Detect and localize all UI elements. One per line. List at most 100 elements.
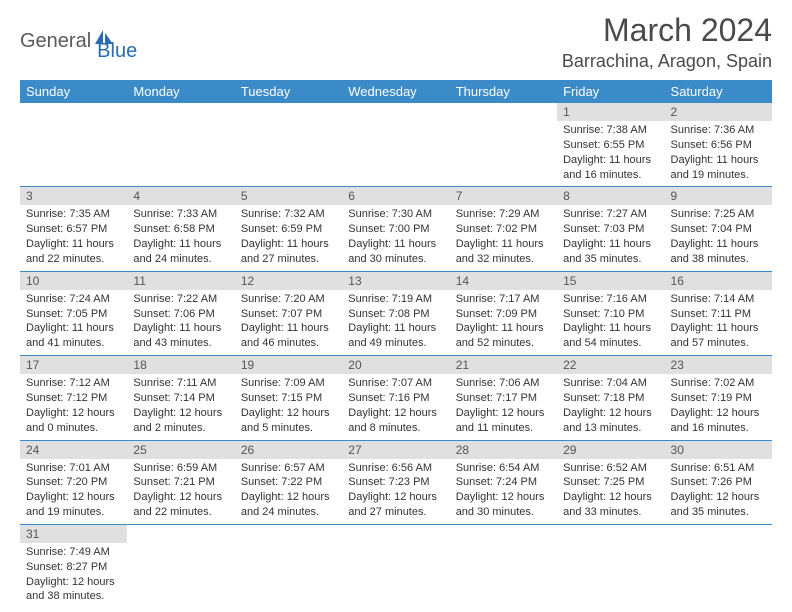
logo-text-blue: Blue bbox=[97, 40, 137, 63]
daylight-line: Daylight: 11 hours and 46 minutes. bbox=[241, 321, 336, 351]
day-details: Sunrise: 6:57 AMSunset: 7:22 PMDaylight:… bbox=[235, 459, 342, 524]
day-details: Sunrise: 7:35 AMSunset: 6:57 PMDaylight:… bbox=[20, 205, 127, 270]
sunrise-line: Sunrise: 7:19 AM bbox=[348, 292, 443, 307]
day-details: Sunrise: 7:29 AMSunset: 7:02 PMDaylight:… bbox=[450, 205, 557, 270]
calendar-cell: 26Sunrise: 6:57 AMSunset: 7:22 PMDayligh… bbox=[235, 440, 342, 524]
daylight-line: Daylight: 11 hours and 57 minutes. bbox=[671, 321, 766, 351]
weekday-header: Wednesday bbox=[342, 80, 449, 103]
daylight-line: Daylight: 11 hours and 19 minutes. bbox=[671, 153, 766, 183]
day-details: Sunrise: 7:25 AMSunset: 7:04 PMDaylight:… bbox=[665, 205, 772, 270]
daylight-line: Daylight: 11 hours and 16 minutes. bbox=[563, 153, 658, 183]
calendar-cell bbox=[235, 524, 342, 608]
calendar-cell: 28Sunrise: 6:54 AMSunset: 7:24 PMDayligh… bbox=[450, 440, 557, 524]
calendar-cell bbox=[342, 103, 449, 187]
day-details: Sunrise: 7:20 AMSunset: 7:07 PMDaylight:… bbox=[235, 290, 342, 355]
sunset-line: Sunset: 7:17 PM bbox=[456, 391, 551, 406]
calendar-cell: 5 Sunrise: 7:32 AMSunset: 6:59 PMDaylight… bbox=[235, 187, 342, 271]
sunset-line: Sunset: 7:06 PM bbox=[133, 307, 228, 322]
sunset-line: Sunset: 7:10 PM bbox=[563, 307, 658, 322]
daylight-line: Daylight: 11 hours and 24 minutes. bbox=[133, 237, 228, 267]
sunrise-line: Sunrise: 7:35 AM bbox=[26, 207, 121, 222]
daylight-line: Daylight: 12 hours and 22 minutes. bbox=[133, 490, 228, 520]
day-details: Sunrise: 7:12 AMSunset: 7:12 PMDaylight:… bbox=[20, 374, 127, 439]
day-details: Sunrise: 7:49 AMSunset: 8:27 PMDaylight:… bbox=[20, 543, 127, 608]
sunset-line: Sunset: 8:27 PM bbox=[26, 560, 121, 575]
calendar-cell: 13Sunrise: 7:19 AMSunset: 7:08 PMDayligh… bbox=[342, 271, 449, 355]
day-details: Sunrise: 7:07 AMSunset: 7:16 PMDaylight:… bbox=[342, 374, 449, 439]
sunset-line: Sunset: 7:04 PM bbox=[671, 222, 766, 237]
daylight-line: Daylight: 12 hours and 0 minutes. bbox=[26, 406, 121, 436]
calendar-cell: 3Sunrise: 7:35 AMSunset: 6:57 PMDaylight… bbox=[20, 187, 127, 271]
day-number: 5 bbox=[235, 187, 342, 205]
daylight-line: Daylight: 11 hours and 43 minutes. bbox=[133, 321, 228, 351]
sunrise-line: Sunrise: 7:09 AM bbox=[241, 376, 336, 391]
month-title: March 2024 bbox=[562, 12, 772, 49]
sunrise-line: Sunrise: 7:06 AM bbox=[456, 376, 551, 391]
day-number: 10 bbox=[20, 272, 127, 290]
day-details: Sunrise: 6:51 AMSunset: 7:26 PMDaylight:… bbox=[665, 459, 772, 524]
daylight-line: Daylight: 11 hours and 35 minutes. bbox=[563, 237, 658, 267]
sunset-line: Sunset: 7:12 PM bbox=[26, 391, 121, 406]
sunset-line: Sunset: 6:59 PM bbox=[241, 222, 336, 237]
day-number: 11 bbox=[127, 272, 234, 290]
day-details: Sunrise: 7:16 AMSunset: 7:10 PMDaylight:… bbox=[557, 290, 664, 355]
day-number: 16 bbox=[665, 272, 772, 290]
day-number: 1 bbox=[557, 103, 664, 121]
calendar-cell: 20Sunrise: 7:07 AMSunset: 7:16 PMDayligh… bbox=[342, 356, 449, 440]
calendar-week-row: 31Sunrise: 7:49 AMSunset: 8:27 PMDayligh… bbox=[20, 524, 772, 608]
day-details: Sunrise: 6:52 AMSunset: 7:25 PMDaylight:… bbox=[557, 459, 664, 524]
day-details: Sunrise: 7:27 AMSunset: 7:03 PMDaylight:… bbox=[557, 205, 664, 270]
weekday-header: Saturday bbox=[665, 80, 772, 103]
day-number: 22 bbox=[557, 356, 664, 374]
weekday-header: Sunday bbox=[20, 80, 127, 103]
sunrise-line: Sunrise: 7:32 AM bbox=[241, 207, 336, 222]
sunrise-line: Sunrise: 7:16 AM bbox=[563, 292, 658, 307]
calendar-cell: 9Sunrise: 7:25 AMSunset: 7:04 PMDaylight… bbox=[665, 187, 772, 271]
calendar-cell: 7Sunrise: 7:29 AMSunset: 7:02 PMDaylight… bbox=[450, 187, 557, 271]
sunrise-line: Sunrise: 6:52 AM bbox=[563, 461, 658, 476]
day-number: 15 bbox=[557, 272, 664, 290]
calendar-week-row: 24Sunrise: 7:01 AMSunset: 7:20 PMDayligh… bbox=[20, 440, 772, 524]
weekday-header-row: SundayMondayTuesdayWednesdayThursdayFrid… bbox=[20, 80, 772, 103]
daylight-line: Daylight: 12 hours and 5 minutes. bbox=[241, 406, 336, 436]
sunset-line: Sunset: 7:23 PM bbox=[348, 475, 443, 490]
location-label: Barrachina, Aragon, Spain bbox=[562, 51, 772, 72]
day-number: 24 bbox=[20, 441, 127, 459]
sunrise-line: Sunrise: 6:51 AM bbox=[671, 461, 766, 476]
calendar-cell: 2Sunrise: 7:36 AMSunset: 6:56 PMDaylight… bbox=[665, 103, 772, 187]
calendar-cell: 11Sunrise: 7:22 AMSunset: 7:06 PMDayligh… bbox=[127, 271, 234, 355]
sunset-line: Sunset: 7:15 PM bbox=[241, 391, 336, 406]
title-block: March 2024 Barrachina, Aragon, Spain bbox=[562, 12, 772, 72]
daylight-line: Daylight: 12 hours and 8 minutes. bbox=[348, 406, 443, 436]
calendar-cell: 27Sunrise: 6:56 AMSunset: 7:23 PMDayligh… bbox=[342, 440, 449, 524]
sunrise-line: Sunrise: 7:25 AM bbox=[671, 207, 766, 222]
day-number: 7 bbox=[450, 187, 557, 205]
daylight-line: Daylight: 11 hours and 49 minutes. bbox=[348, 321, 443, 351]
daylight-line: Daylight: 11 hours and 54 minutes. bbox=[563, 321, 658, 351]
sunset-line: Sunset: 6:58 PM bbox=[133, 222, 228, 237]
logo: General Blue bbox=[20, 20, 137, 63]
day-number: 18 bbox=[127, 356, 234, 374]
calendar-body: 1Sunrise: 7:38 AMSunset: 6:55 PMDaylight… bbox=[20, 103, 772, 608]
sunrise-line: Sunrise: 7:11 AM bbox=[133, 376, 228, 391]
calendar-cell bbox=[665, 524, 772, 608]
day-details: Sunrise: 7:38 AMSunset: 6:55 PMDaylight:… bbox=[557, 121, 664, 186]
daylight-line: Daylight: 12 hours and 24 minutes. bbox=[241, 490, 336, 520]
sunrise-line: Sunrise: 7:02 AM bbox=[671, 376, 766, 391]
calendar-cell: 24Sunrise: 7:01 AMSunset: 7:20 PMDayligh… bbox=[20, 440, 127, 524]
daylight-line: Daylight: 11 hours and 27 minutes. bbox=[241, 237, 336, 267]
calendar-cell bbox=[127, 103, 234, 187]
calendar-cell: 15Sunrise: 7:16 AMSunset: 7:10 PMDayligh… bbox=[557, 271, 664, 355]
daylight-line: Daylight: 12 hours and 30 minutes. bbox=[456, 490, 551, 520]
calendar-cell: 16Sunrise: 7:14 AMSunset: 7:11 PMDayligh… bbox=[665, 271, 772, 355]
calendar-cell bbox=[450, 524, 557, 608]
sunset-line: Sunset: 7:05 PM bbox=[26, 307, 121, 322]
sunrise-line: Sunrise: 7:49 AM bbox=[26, 545, 121, 560]
day-details: Sunrise: 7:01 AMSunset: 7:20 PMDaylight:… bbox=[20, 459, 127, 524]
calendar-cell: 18Sunrise: 7:11 AMSunset: 7:14 PMDayligh… bbox=[127, 356, 234, 440]
daylight-line: Daylight: 12 hours and 11 minutes. bbox=[456, 406, 551, 436]
sunrise-line: Sunrise: 7:36 AM bbox=[671, 123, 766, 138]
calendar-cell: 31Sunrise: 7:49 AMSunset: 8:27 PMDayligh… bbox=[20, 524, 127, 608]
sunset-line: Sunset: 7:09 PM bbox=[456, 307, 551, 322]
daylight-line: Daylight: 12 hours and 13 minutes. bbox=[563, 406, 658, 436]
